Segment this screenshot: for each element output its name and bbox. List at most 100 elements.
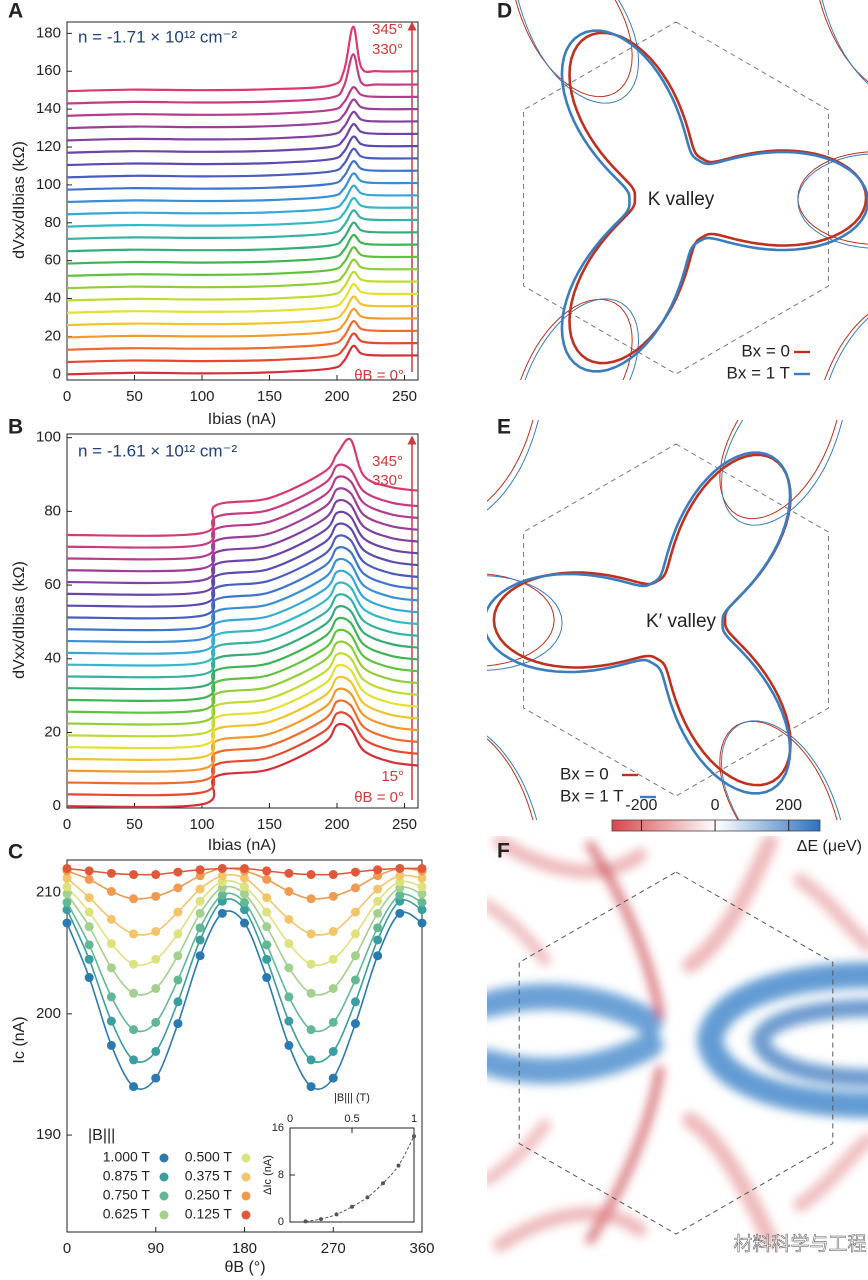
neighbor-contour xyxy=(520,298,633,380)
legend-swatch xyxy=(241,1191,251,1201)
curve xyxy=(66,172,419,203)
point xyxy=(373,908,383,918)
annotation: θB = 0° xyxy=(354,789,404,806)
point xyxy=(84,874,94,884)
neighbor-contour xyxy=(487,573,555,667)
curve xyxy=(66,711,419,797)
point xyxy=(417,897,427,907)
x-tick-label: 200 xyxy=(324,388,349,405)
fit-line xyxy=(66,910,423,1090)
point xyxy=(106,887,116,897)
y-tick-label: 8 xyxy=(278,1169,284,1181)
point xyxy=(195,896,205,906)
legend-label: 0.875 T xyxy=(103,1168,151,1184)
point xyxy=(84,866,94,876)
curve xyxy=(66,593,419,679)
annotation: θB = 0° xyxy=(354,367,404,384)
point xyxy=(106,1040,116,1050)
contour-bx0 xyxy=(492,453,792,787)
point xyxy=(84,954,94,964)
brillouin-zone xyxy=(523,21,829,375)
curve xyxy=(66,233,419,265)
y-tick-label: 80 xyxy=(44,502,61,519)
point xyxy=(106,914,116,924)
annotation: 345° xyxy=(372,21,403,38)
point xyxy=(306,929,316,939)
point xyxy=(284,992,294,1002)
point xyxy=(328,1073,338,1083)
point xyxy=(173,1019,183,1029)
x-tick-label: 200 xyxy=(324,816,349,833)
point xyxy=(328,891,338,901)
point xyxy=(106,939,116,949)
point xyxy=(240,863,249,873)
x-tick-label: 50 xyxy=(126,388,143,405)
point xyxy=(319,1217,323,1222)
point xyxy=(417,889,427,899)
curve xyxy=(66,487,419,573)
curve xyxy=(66,663,419,750)
y-axis-title: Ic (nA) xyxy=(11,1016,28,1063)
legend-swatch xyxy=(241,1172,251,1182)
y-tick-label: 120 xyxy=(36,138,61,155)
x-tick-label: 250 xyxy=(392,816,417,833)
panel-letter: F xyxy=(497,840,510,863)
point xyxy=(62,889,72,899)
point xyxy=(262,973,272,983)
point xyxy=(284,1016,294,1026)
x-tick-label: 180 xyxy=(232,1240,257,1257)
curve xyxy=(66,522,419,608)
legend-label: Bx = 0 xyxy=(560,764,609,783)
y-tick-label: 0 xyxy=(53,797,61,814)
point xyxy=(151,1017,161,1027)
point xyxy=(173,907,183,917)
point xyxy=(62,882,72,892)
legend-label: 0.250 T xyxy=(185,1187,233,1203)
point xyxy=(303,1219,308,1224)
y-axis-title: dVxx/dIbias (kΩ) xyxy=(11,141,28,259)
y-tick-label: 80 xyxy=(44,214,61,231)
valley-label: K′ valley xyxy=(646,611,717,632)
curve xyxy=(66,699,419,785)
point xyxy=(129,988,139,998)
curve xyxy=(66,135,419,167)
point xyxy=(373,923,383,933)
point xyxy=(262,940,272,950)
point xyxy=(417,905,427,915)
contour-bx1 xyxy=(560,29,868,373)
point xyxy=(106,1016,116,1026)
legend-label: 0.625 T xyxy=(103,1206,151,1222)
point xyxy=(350,867,360,877)
point xyxy=(84,973,94,983)
neighbor-contour xyxy=(821,0,868,85)
point xyxy=(328,954,338,964)
legend-label: 0.125 T xyxy=(185,1206,233,1222)
point xyxy=(129,1055,139,1065)
point xyxy=(217,908,227,918)
curve xyxy=(66,652,419,738)
point xyxy=(417,882,427,892)
point xyxy=(350,951,360,961)
x-tick-label: 100 xyxy=(189,388,214,405)
point xyxy=(284,1040,294,1050)
point xyxy=(417,873,427,883)
point xyxy=(129,894,139,904)
curve xyxy=(66,246,419,277)
curve xyxy=(66,475,419,561)
point xyxy=(350,975,360,985)
curve xyxy=(66,605,419,691)
y-tick-label: 40 xyxy=(44,650,61,667)
curve xyxy=(66,123,419,154)
point xyxy=(151,1073,161,1083)
brillouin-zone xyxy=(518,871,834,1235)
point xyxy=(240,873,249,883)
point xyxy=(306,1055,316,1065)
colorbar-title: ΔE (μeV) xyxy=(797,838,862,855)
x-tick-label: 0 xyxy=(287,1113,293,1125)
point xyxy=(306,870,316,880)
annotation: 15° xyxy=(381,768,404,785)
point xyxy=(173,867,183,877)
curve xyxy=(66,616,419,702)
point xyxy=(84,907,94,917)
point xyxy=(240,889,249,899)
